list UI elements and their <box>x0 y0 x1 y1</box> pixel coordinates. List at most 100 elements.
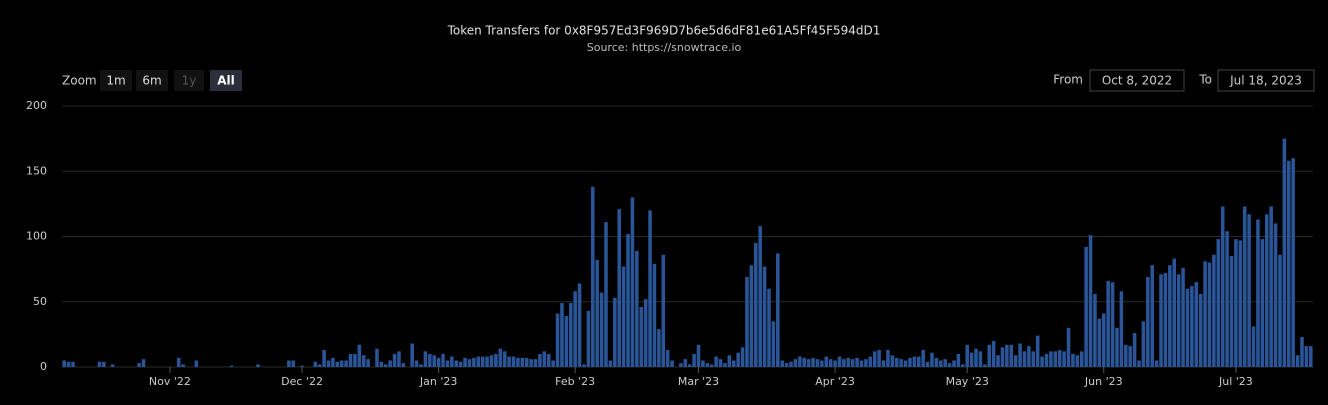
bar <box>1132 333 1137 367</box>
bar <box>696 344 701 367</box>
bar <box>890 355 895 367</box>
zoom-button-label[interactable]: All <box>217 74 235 88</box>
bar <box>331 357 335 367</box>
bar <box>916 356 921 367</box>
bar <box>256 364 260 367</box>
bar <box>595 259 599 367</box>
bar <box>591 186 595 367</box>
bar <box>903 360 908 367</box>
bar <box>1216 239 1221 367</box>
bar <box>1212 254 1216 367</box>
bar <box>925 361 930 367</box>
bar <box>66 361 71 367</box>
bar <box>776 253 780 367</box>
bar <box>1040 356 1044 367</box>
bar <box>771 321 776 367</box>
y-tick-label: 0 <box>40 360 47 373</box>
bar <box>1119 291 1124 367</box>
to-value[interactable]: Jul 18, 2023 <box>1229 74 1302 88</box>
x-tick-label: Jun '23 <box>1084 375 1123 388</box>
bar <box>291 360 296 367</box>
bar <box>1309 346 1313 367</box>
x-tick-label: Jan '23 <box>419 375 457 388</box>
bar <box>767 288 771 367</box>
bar <box>555 313 560 367</box>
bar <box>608 360 613 367</box>
bar <box>229 365 234 367</box>
to-label: To <box>1198 73 1212 87</box>
bar <box>432 355 436 367</box>
bar <box>1079 351 1084 367</box>
from-input[interactable] <box>1089 69 1185 92</box>
bar <box>428 353 432 367</box>
bar <box>670 360 674 367</box>
bar <box>846 357 851 367</box>
bar <box>1071 353 1075 367</box>
zoom-button-label[interactable]: 1m <box>106 74 125 88</box>
zoom-button-label[interactable]: 6m <box>142 74 161 88</box>
bar <box>1194 282 1199 367</box>
zoom-button[interactable] <box>210 70 242 91</box>
bar <box>868 356 873 367</box>
bar <box>956 353 961 367</box>
bar <box>560 303 564 367</box>
zoom-label: Zoom <box>62 74 97 88</box>
bar <box>569 303 573 367</box>
bar <box>366 359 370 367</box>
bar <box>414 360 419 367</box>
bar <box>348 353 353 367</box>
bar <box>842 359 846 367</box>
bar <box>1053 351 1058 367</box>
bar <box>494 353 498 367</box>
from-value[interactable]: Oct 8, 2022 <box>1102 74 1172 88</box>
bar <box>983 364 987 367</box>
bar <box>648 210 652 367</box>
bar <box>1238 240 1243 367</box>
bar <box>388 360 392 367</box>
bar <box>714 356 718 367</box>
bar <box>815 359 820 367</box>
to-input[interactable] <box>1217 69 1315 92</box>
bar <box>939 360 943 367</box>
bar <box>467 359 472 367</box>
bar <box>1084 246 1088 367</box>
zoom-button[interactable] <box>100 70 132 91</box>
bar <box>1234 239 1238 367</box>
x-tick-label: Apr '23 <box>815 375 855 388</box>
bar <box>524 357 529 367</box>
bar <box>577 283 582 367</box>
bar <box>1018 343 1022 367</box>
bar <box>1203 261 1207 367</box>
bar <box>1291 158 1295 367</box>
bar <box>1168 265 1172 367</box>
x-tick-label: Nov '22 <box>149 375 191 388</box>
bar <box>1075 355 1080 367</box>
bar <box>850 359 855 367</box>
bar <box>498 348 503 367</box>
bar <box>1185 288 1190 367</box>
bar <box>546 353 551 367</box>
bar <box>1220 206 1225 367</box>
bar <box>740 347 745 367</box>
bar <box>811 357 815 367</box>
bar <box>1044 353 1049 367</box>
bar <box>802 357 806 367</box>
bar <box>392 353 397 367</box>
zoom-button[interactable] <box>136 70 168 91</box>
bar <box>313 361 318 367</box>
bar <box>102 361 106 367</box>
bar <box>516 357 520 367</box>
bar <box>1066 327 1071 367</box>
bar <box>1097 318 1102 367</box>
bar <box>877 350 881 367</box>
from-label: From <box>1053 73 1083 87</box>
bar <box>1190 286 1194 367</box>
x-tick-label: Dec '22 <box>281 375 323 388</box>
bar <box>754 243 758 367</box>
bar <box>194 360 199 367</box>
bar <box>1141 321 1146 367</box>
zoom-button[interactable] <box>174 70 204 91</box>
bar <box>745 276 749 367</box>
bar <box>621 266 626 367</box>
zoom-button-label[interactable]: 1y <box>182 74 197 88</box>
